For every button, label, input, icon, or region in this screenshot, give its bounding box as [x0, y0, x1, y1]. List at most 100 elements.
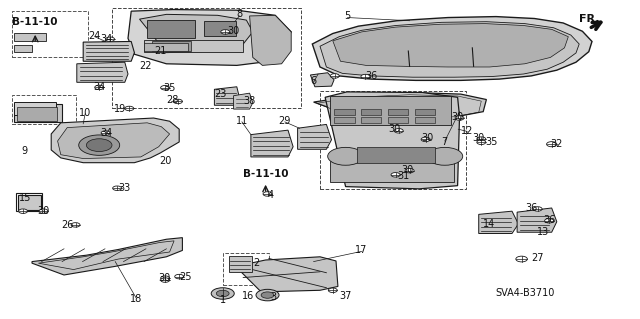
- Bar: [330, 161, 454, 182]
- Bar: [17, 107, 57, 121]
- Circle shape: [405, 168, 414, 173]
- Circle shape: [328, 288, 337, 293]
- Circle shape: [330, 74, 339, 78]
- Text: B-11-10: B-11-10: [12, 17, 58, 27]
- Circle shape: [39, 209, 48, 213]
- Bar: [229, 256, 252, 272]
- Polygon shape: [310, 73, 334, 87]
- Text: 20: 20: [159, 156, 172, 166]
- Text: 37: 37: [339, 291, 352, 301]
- Circle shape: [79, 135, 120, 155]
- Circle shape: [161, 85, 170, 90]
- Polygon shape: [51, 118, 179, 163]
- Bar: [14, 45, 32, 52]
- Circle shape: [95, 85, 104, 90]
- Polygon shape: [314, 93, 486, 119]
- Circle shape: [361, 74, 370, 79]
- Circle shape: [71, 223, 80, 227]
- Circle shape: [421, 137, 430, 142]
- Polygon shape: [479, 211, 518, 234]
- Polygon shape: [214, 87, 239, 105]
- Bar: [144, 43, 188, 51]
- Circle shape: [547, 142, 557, 147]
- Text: 36: 36: [543, 215, 556, 225]
- Text: 16: 16: [241, 291, 254, 301]
- Circle shape: [256, 289, 279, 301]
- Text: 1: 1: [220, 295, 226, 305]
- Circle shape: [261, 292, 274, 298]
- Text: 23: 23: [214, 89, 227, 99]
- Text: 36: 36: [365, 71, 378, 81]
- Text: 18: 18: [130, 294, 143, 304]
- Bar: [357, 147, 435, 163]
- Circle shape: [545, 219, 554, 223]
- Text: 27: 27: [531, 253, 544, 263]
- Polygon shape: [83, 41, 134, 61]
- Bar: [152, 41, 191, 51]
- Circle shape: [211, 288, 234, 299]
- Polygon shape: [320, 22, 579, 77]
- Text: 30: 30: [401, 165, 414, 175]
- Text: 24: 24: [88, 31, 101, 41]
- Bar: [14, 102, 56, 115]
- Circle shape: [221, 30, 230, 34]
- Circle shape: [533, 207, 542, 211]
- Circle shape: [328, 147, 364, 165]
- Bar: [334, 117, 355, 123]
- Text: 10: 10: [79, 108, 92, 118]
- Text: 8: 8: [236, 9, 243, 19]
- Bar: [14, 33, 46, 41]
- Circle shape: [477, 140, 486, 145]
- Text: 30: 30: [158, 273, 171, 283]
- Bar: [361, 109, 381, 115]
- Circle shape: [175, 274, 184, 279]
- Polygon shape: [144, 40, 243, 52]
- Circle shape: [516, 256, 527, 262]
- Text: 36: 36: [525, 203, 538, 213]
- Circle shape: [161, 278, 170, 282]
- Circle shape: [125, 106, 134, 111]
- Polygon shape: [140, 14, 253, 53]
- Bar: [16, 193, 42, 211]
- Polygon shape: [234, 93, 253, 109]
- Circle shape: [394, 129, 403, 133]
- Text: 25: 25: [179, 271, 192, 282]
- Text: 5: 5: [344, 11, 351, 21]
- Text: FR.: FR.: [579, 13, 599, 24]
- Text: 29: 29: [278, 116, 291, 126]
- Text: 30: 30: [227, 26, 240, 36]
- Text: 30: 30: [421, 133, 434, 143]
- Circle shape: [106, 37, 115, 41]
- Text: 30: 30: [37, 205, 50, 216]
- Circle shape: [427, 147, 463, 165]
- Polygon shape: [312, 17, 592, 80]
- Text: 33: 33: [118, 183, 131, 193]
- Text: 14: 14: [483, 219, 495, 229]
- Text: 31: 31: [397, 171, 410, 181]
- Text: 7: 7: [442, 137, 448, 147]
- Text: B-11-10: B-11-10: [243, 169, 289, 179]
- Circle shape: [86, 139, 112, 152]
- Text: 34: 34: [93, 82, 106, 92]
- Bar: [147, 20, 195, 38]
- Bar: [12, 95, 76, 124]
- Bar: [415, 117, 435, 123]
- Text: SVA4-B3710: SVA4-B3710: [495, 288, 554, 298]
- Polygon shape: [250, 15, 291, 65]
- Polygon shape: [32, 238, 182, 275]
- Polygon shape: [333, 24, 568, 67]
- Polygon shape: [77, 62, 128, 82]
- Text: 35: 35: [485, 137, 498, 147]
- Text: 6: 6: [310, 76, 317, 86]
- Circle shape: [263, 192, 272, 196]
- Polygon shape: [517, 208, 557, 232]
- Circle shape: [455, 116, 464, 120]
- Bar: [223, 253, 269, 285]
- Bar: [415, 109, 435, 115]
- Text: 21: 21: [154, 46, 166, 56]
- Circle shape: [19, 209, 28, 213]
- Polygon shape: [251, 130, 293, 157]
- Text: 30: 30: [472, 133, 485, 143]
- Text: 3: 3: [270, 292, 276, 302]
- Polygon shape: [128, 10, 291, 65]
